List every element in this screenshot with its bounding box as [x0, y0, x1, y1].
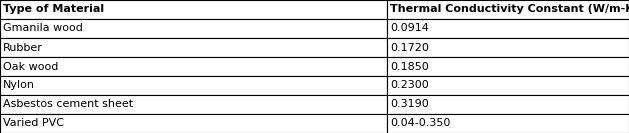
Text: Varied PVC: Varied PVC: [3, 119, 64, 128]
Bar: [387, 38, 629, 57]
Text: Type of Material: Type of Material: [3, 5, 104, 14]
Bar: [387, 114, 629, 133]
Bar: [0, 114, 387, 133]
Text: Oak wood: Oak wood: [3, 61, 58, 72]
Bar: [387, 0, 629, 19]
Bar: [0, 76, 387, 95]
Text: 0.2300: 0.2300: [390, 80, 429, 90]
Bar: [387, 57, 629, 76]
Text: Asbestos cement sheet: Asbestos cement sheet: [3, 99, 133, 109]
Text: Gmanila wood: Gmanila wood: [3, 24, 83, 34]
Text: Thermal Conductivity Constant (W/m-K): Thermal Conductivity Constant (W/m-K): [390, 5, 629, 14]
Text: 0.04-0.350: 0.04-0.350: [390, 119, 450, 128]
Text: 0.1850: 0.1850: [390, 61, 429, 72]
Text: 0.1720: 0.1720: [390, 43, 429, 53]
Bar: [0, 38, 387, 57]
Bar: [387, 95, 629, 114]
Text: Nylon: Nylon: [3, 80, 35, 90]
Text: 0.3190: 0.3190: [390, 99, 429, 109]
Bar: [387, 19, 629, 38]
Bar: [387, 76, 629, 95]
Bar: [0, 0, 387, 19]
Text: 0.0914: 0.0914: [390, 24, 429, 34]
Bar: [0, 57, 387, 76]
Text: Rubber: Rubber: [3, 43, 43, 53]
Bar: [0, 19, 387, 38]
Bar: [0, 95, 387, 114]
